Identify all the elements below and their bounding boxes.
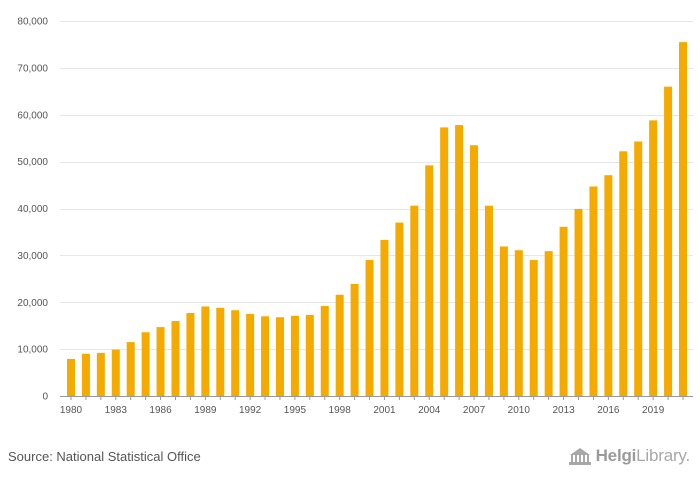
x-tick-label: 2010 xyxy=(508,405,531,416)
bar-1992[interactable] xyxy=(246,313,255,396)
logo-text-helgi: Helgi xyxy=(595,446,637,465)
bar-2021[interactable] xyxy=(679,42,687,397)
bars xyxy=(67,42,687,397)
bar-2002[interactable] xyxy=(395,222,404,396)
y-tick-label: 10,000 xyxy=(17,345,48,356)
bar-1981[interactable] xyxy=(81,353,90,396)
x-tick-label: 2004 xyxy=(418,405,441,416)
bar-1994[interactable] xyxy=(275,317,284,396)
bar-2001[interactable] xyxy=(380,239,389,396)
bar-2000[interactable] xyxy=(365,260,374,396)
bar-1986[interactable] xyxy=(156,327,165,396)
x-tick-label: 1989 xyxy=(194,405,217,416)
bar-2019[interactable] xyxy=(649,120,658,397)
bar-1991[interactable] xyxy=(231,310,240,396)
bar-2005[interactable] xyxy=(440,127,449,396)
y-tick-label: 80,000 xyxy=(17,17,48,28)
bar-2009[interactable] xyxy=(499,246,508,396)
x-tick-label: 2019 xyxy=(642,405,665,416)
bar-1982[interactable] xyxy=(96,352,105,397)
bar-1996[interactable] xyxy=(305,314,314,396)
bar-1988[interactable] xyxy=(186,313,195,396)
bar-2007[interactable] xyxy=(470,145,479,396)
bar-1990[interactable] xyxy=(216,307,225,397)
y-axis-ticks: 0 10,000 20,000 30,000 40,000 50,000 60,000 70,… xyxy=(17,17,48,403)
bar-2020[interactable] xyxy=(664,86,673,397)
bar-2014[interactable] xyxy=(574,208,583,396)
source-note: Source: National Statistical Office xyxy=(8,449,201,464)
y-tick-label: 70,000 xyxy=(17,63,48,74)
x-tick-label: 1980 xyxy=(60,405,83,416)
bar-1999[interactable] xyxy=(350,283,359,396)
x-tick-label: 1992 xyxy=(239,405,262,416)
library-building-icon xyxy=(568,448,591,465)
bar-2010[interactable] xyxy=(514,250,523,396)
bar-2016[interactable] xyxy=(604,175,613,396)
bar-2006[interactable] xyxy=(455,125,464,396)
x-axis-ticks: 1980 1983 1986 1989 1992 1995 1998 2001 2004 2007… xyxy=(60,396,684,416)
bar-1980[interactable] xyxy=(67,358,75,396)
x-tick-label: 2001 xyxy=(373,405,396,416)
bar-2008[interactable] xyxy=(484,205,493,396)
x-tick-label: 1995 xyxy=(284,405,307,416)
bar-2018[interactable] xyxy=(634,141,643,396)
bar-1995[interactable] xyxy=(290,315,299,396)
bar-chart: 0 10,000 20,000 30,000 40,000 50,000 60,000 70,… xyxy=(17,17,693,416)
bar-2013[interactable] xyxy=(559,226,568,396)
y-tick-label: 30,000 xyxy=(17,251,48,262)
x-tick-label: 1983 xyxy=(105,405,128,416)
y-tick-label: 20,000 xyxy=(17,298,48,309)
bar-2012[interactable] xyxy=(544,251,553,396)
x-tick-label: 2016 xyxy=(597,405,620,416)
bar-1987[interactable] xyxy=(171,321,180,396)
bar-1985[interactable] xyxy=(141,332,150,396)
bar-2004[interactable] xyxy=(425,165,434,397)
x-tick-label: 1998 xyxy=(329,405,352,416)
bar-2003[interactable] xyxy=(410,205,419,396)
bar-1983[interactable] xyxy=(111,349,120,396)
gridlines xyxy=(60,21,693,350)
logo-text-library: Library. xyxy=(636,446,690,465)
bar-1998[interactable] xyxy=(335,294,344,396)
bar-1984[interactable] xyxy=(126,342,135,396)
bar-1997[interactable] xyxy=(320,306,329,396)
bar-2011[interactable] xyxy=(529,260,538,396)
x-tick-label: 2013 xyxy=(552,405,575,416)
bar-2017[interactable] xyxy=(619,151,628,396)
y-tick-label: 0 xyxy=(42,392,48,403)
bar-1993[interactable] xyxy=(261,316,270,396)
y-tick-label: 40,000 xyxy=(17,204,48,215)
y-tick-label: 60,000 xyxy=(17,110,48,121)
y-tick-label: 50,000 xyxy=(17,157,48,168)
x-tick-label: 1986 xyxy=(149,405,172,416)
helgi-library-logo[interactable]: Helgi Library. xyxy=(568,446,690,466)
bar-2015[interactable] xyxy=(589,186,598,396)
x-tick-label: 2007 xyxy=(463,405,486,416)
bar-1989[interactable] xyxy=(201,306,210,396)
